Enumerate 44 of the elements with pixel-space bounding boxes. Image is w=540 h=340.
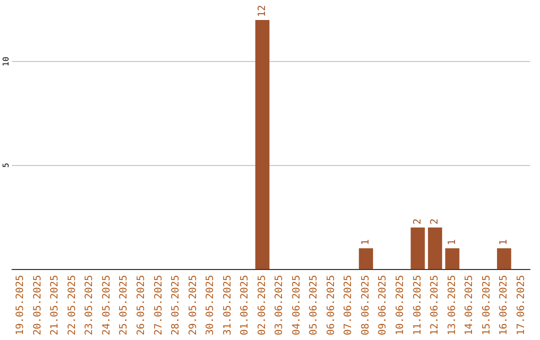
bar [410,228,425,269]
x-tick-label: 19.05.2025 [15,275,26,336]
bar [428,228,442,269]
data-label: 1 [446,239,458,246]
x-tick-label: 22.05.2025 [66,275,78,336]
x-tick-label: 10.06.2025 [395,275,406,336]
x-tick-label: 07.06.2025 [343,275,354,336]
data-label: 1 [360,239,372,246]
x-tick-label: 28.05.2025 [170,275,182,336]
bar [445,248,460,269]
x-tick-label: 20.05.2025 [32,275,44,336]
data-label: 12 [256,4,268,17]
x-tick-label: 16.06.2025 [498,275,510,336]
y-tick-label: 5 [2,162,10,168]
x-tick-label: 02.06.2025 [256,275,268,336]
x-tick-label: 12.06.2025 [430,275,441,336]
bar [358,248,374,269]
y-tick-label: 10 [2,56,10,66]
bar [497,248,512,269]
data-label: 2 [412,218,424,224]
x-tick-label: 06.06.2025 [326,275,337,336]
x-tick-label: 17.06.2025 [516,275,527,336]
x-tick-label: 21.05.2025 [50,275,61,336]
x-tick-label: 30.05.2025 [205,275,216,336]
x-tick-label: 08.06.2025 [360,275,372,336]
bar [255,20,270,269]
x-tick-label: 26.05.2025 [136,275,147,336]
x-tick-label: 03.06.2025 [274,275,286,336]
x-tick-label: 24.05.2025 [101,275,112,336]
data-label: 2 [430,218,441,224]
x-tick-label: 23.05.2025 [84,275,96,336]
data-label: 1 [498,239,510,246]
x-tick-label: 04.06.2025 [291,275,302,336]
x-tick-label: 27.05.2025 [153,275,164,336]
x-tick-label: 15.06.2025 [481,275,492,336]
x-tick-label: 11.06.2025 [412,275,424,336]
x-tick-label: 09.06.2025 [378,275,389,336]
x-tick-label: 05.06.2025 [308,275,320,336]
x-tick-label: 01.06.2025 [240,275,251,336]
x-tick-label: 25.05.2025 [118,275,130,336]
x-tick-label: 14.06.2025 [464,275,476,336]
x-tick-label: 29.05.2025 [188,275,199,336]
x-tick-label: 13.06.2025 [446,275,458,336]
x-tick-label: 31.05.2025 [222,275,234,336]
